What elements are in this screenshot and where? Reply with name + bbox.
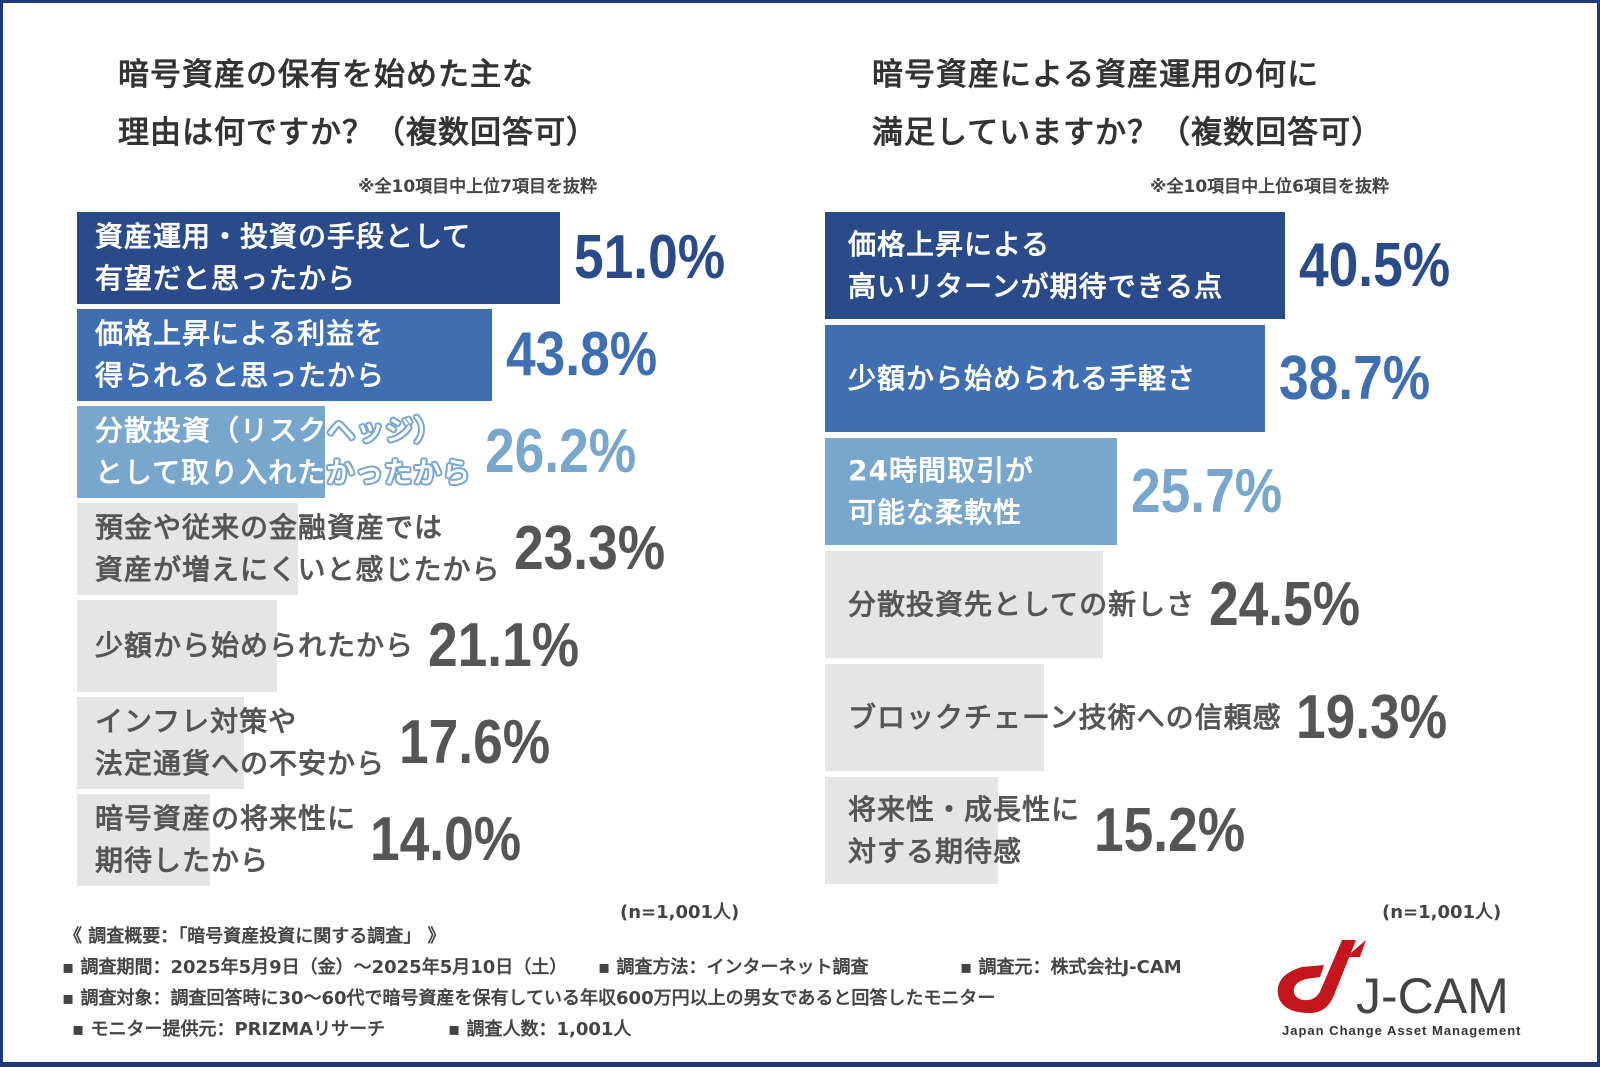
bar-value: 15.2% bbox=[1094, 795, 1246, 865]
chart-title-line: 暗号資産による資産運用の何に bbox=[872, 57, 1320, 93]
chart-note: ※全10項目中上位7項目を抜粋 bbox=[358, 177, 598, 197]
bar-label: 価格上昇による利益を 得られると思ったから bbox=[95, 313, 385, 397]
bar-value: 40.5% bbox=[1299, 230, 1451, 300]
bar-label: 分散投資先としての新しさ bbox=[848, 584, 1195, 626]
bar-label-line: 預金や従来の金融資産では bbox=[95, 511, 444, 544]
logo-text: J-CAM bbox=[1356, 968, 1509, 1024]
bar-label-line: 対する期待感 bbox=[848, 834, 1023, 868]
bar-label-line: 有望だと思ったから bbox=[95, 262, 357, 295]
bar bbox=[825, 551, 1104, 658]
bar-label: 24時間取引が 可能な柔軟性 bbox=[848, 450, 1034, 534]
bar-label: 価格上昇による高いリターンが期待できる点 bbox=[848, 224, 1223, 308]
bar-label-line: 資産運用・投資の手段として bbox=[95, 220, 472, 253]
bar-value: 43.8% bbox=[505, 320, 657, 389]
bar-value: 23.3% bbox=[514, 514, 666, 583]
bar-label: 資産運用・投資の手段として 有望だと思ったから bbox=[95, 216, 471, 300]
survey-target: ▪ 調査対象：調査回答時に30～60代で暗号資産を保有している年収600万円以上… bbox=[62, 988, 996, 1009]
bar-label-line: 可能な柔軟性 bbox=[848, 495, 1023, 529]
sample-size: (n=1,001人) bbox=[1382, 902, 1502, 923]
bar-label: 分散投資（リスクヘッジ） として取り入れたかったから bbox=[95, 410, 471, 494]
bar bbox=[77, 309, 492, 401]
bar-label-line: 分散投資（リスクヘッジ） bbox=[95, 414, 444, 447]
logo-tagline: Japan Change Asset Management bbox=[1282, 1023, 1521, 1038]
bar-value: 25.7% bbox=[1130, 456, 1283, 526]
bar-label-line: 少額から始められたから bbox=[95, 629, 415, 662]
bar-label-line: 高いリターンが期待できる点 bbox=[848, 269, 1224, 303]
bar-label-line: 法定通貨への不安から bbox=[95, 747, 386, 780]
bar-label: 預金や従来の金融資産では資産が増えにくいと感じたから bbox=[95, 507, 500, 591]
survey-count: ▪ 調査人数：1,001人 bbox=[448, 1019, 632, 1040]
chart-title-line: 理由は何ですか？（複数回答可） bbox=[118, 115, 598, 151]
bar-value: 21.1% bbox=[428, 611, 580, 680]
survey-source: ▪ 調査元：株式会社J-CAM bbox=[960, 957, 1182, 978]
bar-label-line: 価格上昇による利益を bbox=[95, 317, 385, 350]
chart-title: 暗号資産の保有を始めた主な理由は何ですか？（複数回答可） bbox=[118, 46, 598, 162]
sample-size: (n=1,001人) bbox=[620, 902, 740, 923]
bar-value: 17.6% bbox=[399, 708, 551, 777]
jcam-logo: J-CAM Japan Change Asset Management bbox=[1272, 935, 1542, 1045]
bar-label-line: 少額から始められる手軽さ bbox=[848, 361, 1197, 395]
bar bbox=[77, 406, 326, 498]
bar-label-line: ブロックチェーン技術への信頼感 bbox=[848, 700, 1282, 734]
chart-title: 暗号資産による資産運用の何に満足していますか？（複数回答可） bbox=[872, 46, 1383, 162]
bar bbox=[77, 600, 277, 692]
bar bbox=[77, 697, 244, 789]
bar-label-line: 価格上昇による bbox=[848, 227, 1051, 261]
chart-title-line: 暗号資産の保有を始めた主な bbox=[118, 57, 534, 93]
survey-heading: 《 調査概要：「暗号資産投資に関する調査」 》 bbox=[64, 926, 446, 947]
bar bbox=[825, 664, 1045, 771]
bar bbox=[825, 438, 1117, 545]
bar-value: 24.5% bbox=[1209, 569, 1361, 639]
bar bbox=[77, 503, 298, 595]
bar-label-line: として取り入れたかったから bbox=[95, 456, 472, 489]
bar-label-line: 24時間取引が bbox=[848, 453, 1034, 487]
bar-value: 38.7% bbox=[1278, 343, 1430, 413]
survey-period: ▪ 調査期間：2025年5月9日（金）～2025年5月10日（土） bbox=[62, 957, 568, 978]
bar bbox=[77, 794, 210, 886]
bar-label-line: 暗号資産の将来性に bbox=[95, 802, 357, 835]
bar-label: 暗号資産の将来性に 期待したから bbox=[95, 798, 356, 882]
chart-note: ※全10項目中上位6項目を抜粋 bbox=[1150, 177, 1390, 197]
bar-label-line: 得られると思ったから bbox=[95, 359, 386, 392]
bar-label: インフレ対策や法定通貨への不安から bbox=[95, 701, 385, 785]
bar-value: 14.0% bbox=[370, 805, 522, 874]
survey-provider: ▪ モニター提供元：PRIZMAリサーチ bbox=[72, 1019, 386, 1040]
bar-value: 26.2% bbox=[485, 417, 637, 486]
chart-title-line: 満足していますか？（複数回答可） bbox=[872, 115, 1384, 151]
bar-label: ブロックチェーン技術への信頼感 bbox=[848, 697, 1282, 739]
bar-label-line: 期待したから bbox=[95, 844, 270, 877]
bar-value: 51.0% bbox=[573, 223, 726, 292]
bar-label-line: 将来性・成長性に bbox=[848, 792, 1081, 826]
bar-label: 少額から始められたから bbox=[95, 625, 414, 667]
bar bbox=[825, 777, 998, 884]
bar bbox=[77, 212, 560, 304]
bar-label-line: インフレ対策や bbox=[95, 705, 298, 738]
jcam-logo-mark: J-CAM Japan Change Asset Management bbox=[1277, 940, 1521, 1038]
bar-label-line: 資産が増えにくいと感じたから bbox=[95, 553, 501, 586]
bar-label: 少額から始められる手軽さ bbox=[848, 358, 1196, 400]
bar bbox=[825, 212, 1286, 319]
bar-value: 19.3% bbox=[1296, 682, 1448, 752]
survey-method: ▪ 調査方法：インターネット調査 bbox=[598, 957, 869, 978]
bar-label-line: 分散投資先としての新しさ bbox=[848, 587, 1196, 621]
bar bbox=[825, 325, 1265, 432]
bar-label: 将来性・成長性に 対する期待感 bbox=[848, 789, 1080, 873]
